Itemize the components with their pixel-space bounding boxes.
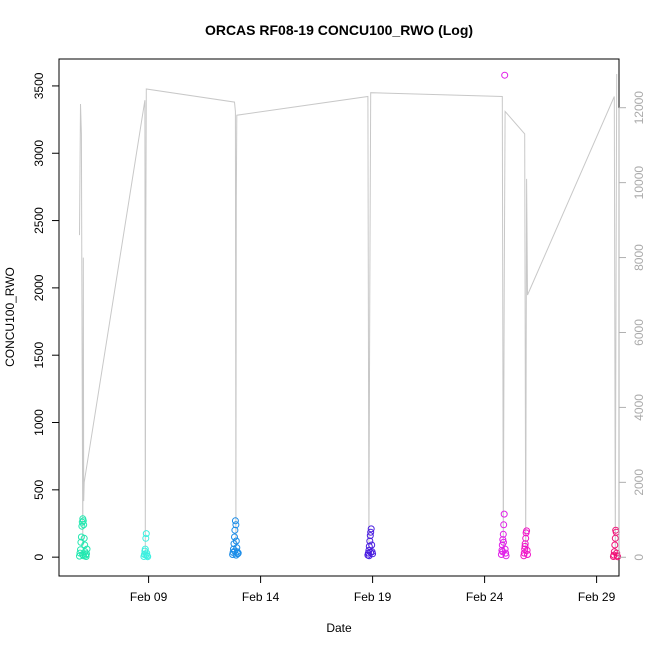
chart-title: ORCAS RF08-19 CONCU100_RWO (Log) bbox=[205, 22, 473, 38]
data-point bbox=[611, 541, 619, 549]
y-left-tick-label: 1500 bbox=[32, 342, 46, 369]
data-point bbox=[500, 521, 508, 529]
series-0 bbox=[76, 515, 91, 560]
data-point bbox=[499, 530, 507, 538]
data-point bbox=[366, 537, 374, 545]
series-3 bbox=[364, 525, 377, 560]
data-point bbox=[500, 538, 507, 546]
data-point bbox=[142, 551, 150, 559]
data-point bbox=[614, 553, 622, 561]
y-left-tick-label: 3500 bbox=[32, 72, 46, 99]
data-point bbox=[367, 528, 375, 536]
data-point bbox=[499, 548, 507, 556]
y-left-tick-label: 500 bbox=[32, 480, 46, 500]
data-point bbox=[144, 553, 152, 561]
x-tick-label: Feb 19 bbox=[354, 590, 392, 604]
data-point bbox=[79, 517, 87, 525]
data-point bbox=[501, 71, 509, 79]
data-point bbox=[80, 552, 87, 560]
right-axis-series-line bbox=[79, 73, 618, 554]
series-4 bbox=[497, 71, 510, 560]
data-point bbox=[232, 521, 240, 529]
data-point bbox=[500, 510, 508, 518]
scatter-points-layer bbox=[76, 71, 622, 561]
series-2 bbox=[229, 517, 242, 559]
data-point bbox=[232, 537, 240, 545]
data-point bbox=[367, 525, 375, 533]
y-axis-left: 0 500 1000 1500 2000 2500 3000 3500 bbox=[32, 72, 60, 560]
y-left-tick-label: 2500 bbox=[32, 207, 46, 234]
y-right-tick-label: 4000 bbox=[632, 394, 646, 421]
data-point bbox=[499, 536, 507, 544]
data-point bbox=[367, 548, 374, 556]
data-point bbox=[232, 551, 240, 559]
data-point bbox=[234, 549, 242, 557]
data-point bbox=[522, 534, 530, 542]
y-right-tick-label: 6000 bbox=[632, 319, 646, 346]
data-point bbox=[521, 540, 529, 548]
x-axis: Feb 09 Feb 14 Feb 19 Feb 24 Feb 29 bbox=[130, 575, 616, 604]
data-point bbox=[366, 532, 374, 540]
x-tick-label: Feb 09 bbox=[130, 590, 168, 604]
x-axis-title: Date bbox=[326, 621, 352, 635]
series-5 bbox=[520, 527, 531, 560]
y-right-tick-label: 0 bbox=[632, 554, 646, 561]
data-point bbox=[524, 551, 531, 558]
y-left-tick-label: 1000 bbox=[32, 409, 46, 436]
y-right-tick-label: 10000 bbox=[632, 166, 646, 200]
series-1 bbox=[140, 530, 152, 561]
data-point bbox=[368, 541, 376, 549]
y-right-tick-label: 12000 bbox=[632, 91, 646, 125]
data-point bbox=[81, 541, 89, 549]
data-point bbox=[83, 545, 91, 553]
data-point bbox=[79, 551, 87, 558]
data-point bbox=[521, 542, 529, 550]
data-point bbox=[613, 549, 621, 557]
data-point bbox=[502, 552, 510, 560]
y-right-tick-label: 8000 bbox=[632, 244, 646, 271]
data-point bbox=[365, 552, 373, 560]
x-tick-label: Feb 14 bbox=[242, 590, 280, 604]
data-point bbox=[231, 547, 239, 555]
series-6 bbox=[609, 526, 622, 561]
y-left-tick-label: 0 bbox=[32, 553, 46, 560]
x-tick-label: Feb 29 bbox=[578, 590, 616, 604]
data-point bbox=[142, 534, 150, 542]
y-left-tick-label: 3000 bbox=[32, 140, 46, 167]
y-left-tick-label: 2000 bbox=[32, 274, 46, 301]
data-point bbox=[231, 533, 238, 541]
data-point bbox=[523, 527, 531, 535]
data-point bbox=[520, 552, 528, 560]
y-axis-title: CONCU100_RWO bbox=[3, 267, 17, 367]
data-point bbox=[80, 534, 88, 542]
data-point bbox=[80, 521, 88, 529]
right-axis-line-layer bbox=[79, 73, 618, 554]
data-point bbox=[231, 517, 239, 525]
y-right-tick-label: 2000 bbox=[632, 469, 646, 496]
y-axis-right: 0 2000 4000 6000 8000 10000 12000 bbox=[618, 91, 646, 561]
data-point bbox=[142, 530, 150, 538]
x-tick-label: Feb 24 bbox=[466, 590, 504, 604]
data-point bbox=[523, 546, 531, 554]
